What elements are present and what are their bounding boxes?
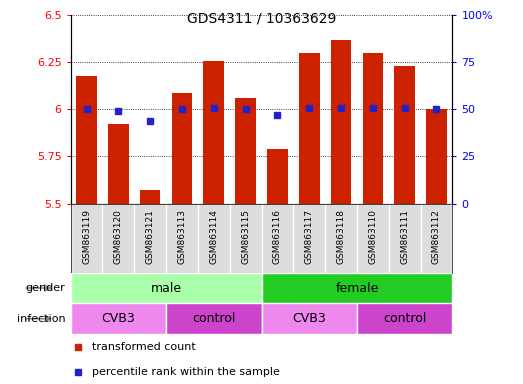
Text: GDS4311 / 10363629: GDS4311 / 10363629 bbox=[187, 12, 336, 25]
Bar bbox=[262, 273, 452, 303]
Text: GSM863116: GSM863116 bbox=[273, 209, 282, 264]
Text: GSM863111: GSM863111 bbox=[400, 209, 409, 264]
Text: control: control bbox=[192, 312, 235, 325]
Bar bbox=[357, 303, 452, 334]
Bar bbox=[362, 53, 383, 204]
Text: infection: infection bbox=[17, 314, 65, 324]
Text: GSM863112: GSM863112 bbox=[432, 209, 441, 264]
Text: CVB3: CVB3 bbox=[101, 312, 135, 325]
Text: percentile rank within the sample: percentile rank within the sample bbox=[92, 366, 279, 377]
Bar bbox=[299, 53, 320, 204]
Text: CVB3: CVB3 bbox=[292, 312, 326, 325]
Bar bbox=[172, 93, 192, 204]
Text: control: control bbox=[383, 312, 426, 325]
Bar bbox=[262, 303, 357, 334]
Text: male: male bbox=[151, 281, 181, 295]
Bar bbox=[71, 303, 166, 334]
Bar bbox=[140, 190, 161, 204]
Bar bbox=[166, 303, 262, 334]
Text: female: female bbox=[335, 281, 379, 295]
Text: GSM863115: GSM863115 bbox=[241, 209, 250, 264]
Text: GSM863118: GSM863118 bbox=[336, 209, 346, 264]
Bar bbox=[108, 124, 129, 204]
Text: gender: gender bbox=[26, 283, 65, 293]
Text: GSM863110: GSM863110 bbox=[368, 209, 378, 264]
Bar bbox=[426, 109, 447, 204]
Bar bbox=[71, 273, 262, 303]
Text: GSM863121: GSM863121 bbox=[145, 209, 155, 264]
Bar bbox=[331, 40, 351, 204]
Text: GSM863114: GSM863114 bbox=[209, 209, 218, 264]
Bar bbox=[267, 149, 288, 204]
Text: transformed count: transformed count bbox=[92, 341, 196, 352]
Bar bbox=[394, 66, 415, 204]
Bar bbox=[235, 98, 256, 204]
Bar bbox=[76, 76, 97, 204]
Text: GSM863113: GSM863113 bbox=[177, 209, 187, 264]
Text: GSM863117: GSM863117 bbox=[305, 209, 314, 264]
Text: GSM863120: GSM863120 bbox=[114, 209, 123, 264]
Text: GSM863119: GSM863119 bbox=[82, 209, 91, 264]
Bar bbox=[203, 61, 224, 204]
